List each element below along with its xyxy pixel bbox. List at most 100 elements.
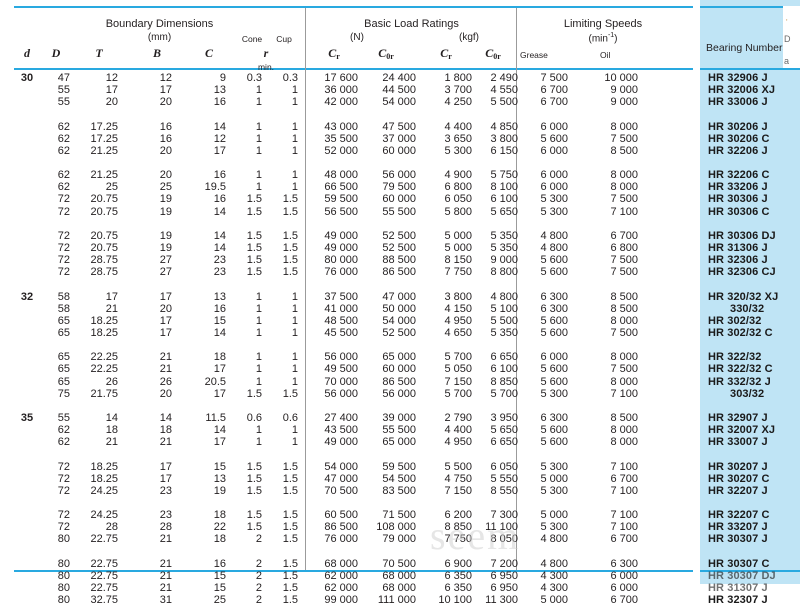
cell-T: 22.75	[90, 533, 118, 546]
bearing-number-item[interactable]: HR 32306 CJ	[708, 266, 776, 279]
cell-r-cup: 1	[291, 375, 298, 388]
bearing-number-item[interactable]: HR 30306 C	[708, 205, 770, 218]
cell-cr-k: 3 800	[444, 290, 472, 303]
cell-T: 21.25	[90, 144, 118, 157]
cell-cr-k: 5 700	[444, 351, 472, 364]
boundary-dimensions-title: Boundary Dimensions	[105, 18, 214, 30]
header-bottom-rule	[14, 68, 693, 70]
cell-C: 20.5	[204, 375, 226, 388]
table-row: 72 20.75 19 16 1.5 1.5 59 500 60 000 6 050 6 100 5…	[0, 193, 693, 205]
bearing-number-item[interactable]: HR 30306 DJ	[708, 229, 776, 242]
cell-grease: 5 600	[540, 132, 568, 145]
cell-cr-k: 4 950	[444, 436, 472, 449]
bearing-number-spacer	[700, 400, 800, 412]
bearing-number-item[interactable]: HR 32207 C	[708, 509, 770, 522]
cell-cr-n: 80 000	[324, 254, 358, 267]
bearing-number-item[interactable]: HR 30307 J	[708, 533, 768, 546]
bearing-number-item[interactable]: HR 33006 J	[708, 96, 768, 109]
bearing-number-item[interactable]: HR 33207 J	[708, 521, 768, 534]
cell-c0r-k: 8 800	[490, 266, 518, 279]
cell-D: 72	[57, 193, 70, 206]
bearing-number-item[interactable]: HR 32307 J	[708, 594, 768, 606]
cell-cr-n: 41 000	[324, 302, 358, 315]
cell-C: 14	[213, 229, 226, 242]
bearing-number-item[interactable]: HR 320/32 XJ	[708, 290, 779, 303]
cell-cr-k: 4 250	[444, 96, 472, 109]
cell-c0r-k: 6 650	[490, 436, 518, 449]
cell-r-cone: 1.5	[246, 484, 262, 497]
cell-D: 55	[57, 84, 70, 97]
basic-load-unit-newton: (N)	[350, 32, 364, 43]
bearing-number-item[interactable]: HR 30207 C	[708, 472, 770, 485]
cell-r-cup: 1	[291, 351, 298, 364]
bearing-number-item[interactable]: HR 322/32 C	[708, 363, 773, 376]
cell-r-cup: 1.5	[282, 205, 298, 218]
cell-D: 72	[57, 254, 70, 267]
bearing-number-item[interactable]: HR 32006 XJ	[708, 84, 776, 97]
cell-cr-k: 7 750	[444, 533, 472, 546]
boundary-dimensions-unit: (mm)	[147, 32, 172, 43]
cell-T: 17	[105, 290, 118, 303]
bearing-number-item[interactable]: HR 32906 J	[708, 72, 768, 84]
cell-T: 20	[105, 96, 118, 109]
cell-D: 80	[57, 557, 70, 570]
cell-B: 27	[159, 266, 172, 279]
bearing-number-item[interactable]: 330/32	[730, 302, 765, 315]
bearing-number-item[interactable]: HR 30207 J	[708, 460, 768, 473]
cell-r-cone: 1	[255, 351, 262, 364]
cell-grease: 6 300	[540, 411, 568, 424]
bearing-number-item[interactable]: HR 30206 C	[708, 132, 770, 145]
cell-B: 19	[159, 241, 172, 254]
table-row: 80 22.75 21 16 2 1.5 68 000 70 500 6 900 7 200 4 8…	[0, 558, 693, 570]
cell-r-cup: 1.5	[282, 533, 298, 546]
cut-off-label-D: D	[784, 34, 791, 44]
cell-oil: 8 000	[610, 314, 638, 327]
bearing-number-item[interactable]: HR 32306 J	[708, 254, 768, 267]
cell-c0r-k: 7 300	[490, 509, 518, 522]
row-spacer	[0, 339, 693, 351]
cell-B: 16	[159, 132, 172, 145]
cell-C: 15	[213, 569, 226, 582]
cell-c0r-k: 5 100	[490, 302, 518, 315]
cell-c0r-n: 44 500	[382, 84, 416, 97]
bearing-number-item[interactable]: HR 30206 J	[708, 120, 768, 133]
cell-C: 23	[213, 266, 226, 279]
bearing-number-item[interactable]: HR 30306 J	[708, 193, 768, 206]
cell-T: 21	[105, 436, 118, 449]
table-row: 55 20 20 16 1 1 42 000 54 000 4 250 5 500 6 700 9 0…	[0, 96, 693, 108]
bearing-numbers-panel	[700, 0, 800, 584]
bearing-number-item[interactable]: HR 32007 XJ	[708, 424, 776, 437]
bearing-number-item[interactable]: HR 302/32 C	[708, 326, 773, 339]
cell-B: 17	[159, 290, 172, 303]
cell-T: 20.75	[90, 241, 118, 254]
table-row: 65 22.25 21 18 1 1 56 000 65 000 5 700 6 650 6 000…	[0, 351, 693, 363]
cell-c0r-k: 5 550	[490, 472, 518, 485]
bearing-number-item[interactable]: HR 32206 J	[708, 144, 768, 157]
cell-c0r-n: 24 400	[382, 72, 416, 84]
cell-B: 17	[159, 84, 172, 97]
table-top-rule	[14, 6, 693, 8]
bearing-number-item[interactable]: HR 30307 DJ	[708, 569, 776, 582]
cell-cr-n: 76 000	[324, 533, 358, 546]
bearing-number-item[interactable]: HR 33206 J	[708, 181, 768, 194]
cell-D: 47	[57, 72, 70, 84]
bearing-number-item[interactable]: HR 32207 J	[708, 484, 768, 497]
cell-r-cup: 1.5	[282, 460, 298, 473]
bearing-number-item[interactable]: HR 32206 C	[708, 169, 770, 182]
bearing-number-item[interactable]: HR 33007 J	[708, 436, 768, 449]
cell-cr-n: 70 500	[324, 484, 358, 497]
cell-B: 18	[159, 424, 172, 437]
bearing-number-item[interactable]: HR 322/32	[708, 351, 762, 364]
bearing-number-item[interactable]: 303/32	[730, 387, 765, 400]
bearing-number-item[interactable]: HR 30307 C	[708, 557, 770, 570]
cell-r-cup: 1	[291, 290, 298, 303]
cell-B: 12	[159, 72, 172, 84]
cell-cr-k: 4 950	[444, 314, 472, 327]
cell-grease: 5 600	[540, 254, 568, 267]
bearing-number-item[interactable]: HR 302/32	[708, 314, 762, 327]
cell-D: 72	[57, 509, 70, 522]
bearing-number-item[interactable]: HR 332/32 J	[708, 375, 771, 388]
cell-grease: 5 300	[540, 460, 568, 473]
bearing-number-item[interactable]: HR 32907 J	[708, 411, 768, 424]
bearing-number-item[interactable]: HR 31306 J	[708, 241, 768, 254]
